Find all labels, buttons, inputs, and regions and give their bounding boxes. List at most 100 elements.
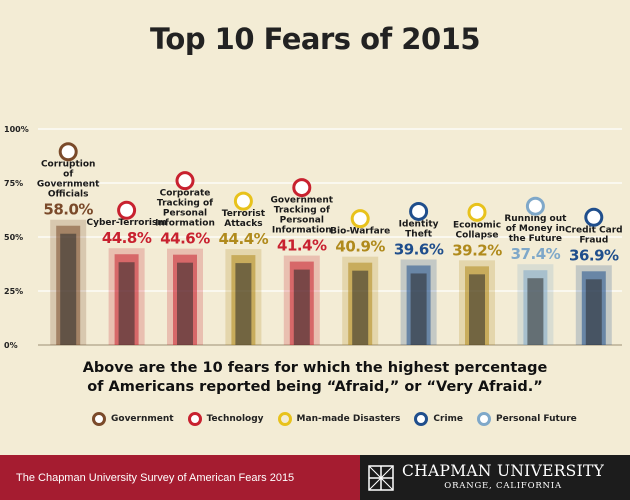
category-icon	[525, 196, 545, 216]
legend-label: Man-made Disasters	[296, 414, 401, 424]
value-label: 44.4%	[219, 230, 269, 248]
category-label: Government Tracking of Personal Information	[271, 196, 334, 236]
bar-figure	[469, 274, 485, 345]
legend-label: Crime	[433, 414, 464, 424]
category-icon	[584, 207, 604, 227]
category-label-line: of	[63, 170, 73, 180]
category-label-line: the Future	[509, 234, 562, 244]
category-label-line: Tracking of	[157, 199, 213, 209]
category-legend: Government Technology Man-made Disasters…	[92, 408, 577, 430]
category-icon	[467, 202, 487, 222]
category-label-line: Cyber-Terrorism	[86, 218, 166, 228]
category-label-line: Officials	[48, 190, 89, 200]
category-label-line: Identity	[399, 219, 439, 229]
bar-group: 44.4%Terrorist Attacks	[219, 191, 269, 345]
y-tick-label: 75%	[4, 179, 23, 188]
category-label-line: Corruption	[41, 160, 96, 170]
value-label: 39.6%	[394, 240, 444, 258]
category-label-line: Personal	[280, 216, 324, 226]
university-branding: CHAPMAN UNIVERSITY ORANGE, CALIFORNIA	[360, 455, 630, 500]
bar-group: 39.6% Identity Theft	[394, 201, 444, 345]
university-name: CHAPMAN UNIVERSITY	[402, 462, 605, 480]
bar-figure	[352, 270, 369, 345]
value-label: 58.0%	[43, 201, 93, 219]
category-label: Credit Card Fraud	[565, 225, 623, 245]
legend-item-government: Government	[92, 412, 174, 426]
legend-item-technology: Technology	[187, 412, 264, 426]
category-label-line: Information	[272, 226, 332, 236]
legend-item-crime: Crime	[414, 412, 463, 426]
bar-group: 40.9%Bio-Warfare	[330, 209, 390, 345]
survey-credit: The Chapman University Survey of America…	[0, 455, 360, 500]
bar-figure	[235, 263, 252, 345]
value-label: 36.9%	[569, 246, 619, 264]
bar-figure	[410, 273, 427, 345]
bar-group: 41.4%Government Tracking of Personal Inform…	[271, 178, 334, 345]
category-label: Corruption of Government Officials	[37, 160, 100, 200]
category-label-line: Government	[271, 196, 334, 206]
category-label-line: Personal	[163, 209, 207, 219]
bar-group: 44.6%Corporate Tracking of Personal Informa…	[155, 171, 215, 345]
technology-icon	[187, 412, 202, 426]
caption-line-2: of Americans reported being “Afraid,” or…	[87, 379, 543, 395]
chapman-logo-icon	[368, 464, 394, 491]
footer-banner: The Chapman University Survey of America…	[0, 455, 630, 500]
value-label: 44.6%	[160, 230, 210, 248]
category-icon	[409, 201, 429, 221]
category-label: Corporate Tracking of Personal Information	[155, 189, 215, 229]
y-tick-label: 100%	[4, 125, 29, 134]
government-icon	[92, 412, 106, 426]
bar-figure	[585, 279, 602, 345]
value-label: 44.8%	[102, 229, 152, 247]
bar-group: 39.2%Economic Collapse	[452, 202, 503, 345]
category-icon	[350, 209, 370, 229]
legend-item-manmade-disasters: Man-made Disasters	[277, 412, 401, 426]
bar-figure	[527, 278, 544, 345]
category-label-line: Collapse	[456, 230, 499, 240]
category-label-line: Information	[155, 219, 215, 229]
y-tick-label: 0%	[4, 341, 18, 350]
legend-item-personal-future: Personal Future	[477, 412, 577, 426]
bar-group: 37.4%Running out of Money in the Future	[504, 196, 567, 345]
category-label-line: Attacks	[224, 219, 262, 229]
caption-line-1: Above are the 10 fears for which the hig…	[82, 360, 548, 376]
bar-group: 44.8%Cyber-Terrorism	[86, 200, 167, 345]
bar-figure	[118, 262, 135, 345]
category-label: Cyber-Terrorism	[86, 218, 166, 228]
chart-title: Top 10 Fears of 2015	[149, 22, 481, 56]
category-label: Economic Collapse	[453, 220, 501, 240]
crime-icon	[414, 412, 429, 426]
category-label-line: Government	[37, 180, 100, 190]
category-label: Terrorist Attacks	[222, 209, 266, 229]
personal-future-icon	[477, 412, 492, 426]
category-icon	[58, 142, 78, 162]
category-label-line: Tracking of	[274, 206, 330, 216]
category-label-line: of Money in	[506, 224, 565, 234]
legend-label: Personal Future	[496, 414, 577, 424]
category-label-line: Bio-Warfare	[330, 227, 390, 237]
value-label: 39.2%	[452, 241, 502, 259]
category-label-line: Theft	[405, 229, 433, 239]
category-label-line: Economic	[453, 220, 501, 230]
chart-caption: Above are the 10 fears for which the hig…	[60, 359, 570, 397]
category-label-line: Running out	[504, 214, 567, 224]
bar-figure	[293, 269, 310, 345]
value-label: 40.9%	[335, 238, 385, 256]
category-icon	[292, 178, 312, 198]
category-icon	[117, 200, 137, 220]
bar-group: 58.0%Corruption of Government Officials	[37, 142, 100, 345]
category-label-line: Terrorist	[222, 209, 266, 219]
university-location: ORANGE, CALIFORNIA	[444, 481, 562, 491]
y-tick-label: 25%	[4, 287, 23, 296]
legend-label: Technology	[206, 414, 264, 424]
bar-figure	[60, 233, 77, 345]
fears-bar-chart: 0%25%50%75%100%58.0%Corruption of Governme…	[4, 125, 623, 350]
category-label: Running out of Money in the Future	[504, 214, 567, 244]
value-label: 37.4%	[511, 245, 561, 263]
bar-group: 36.9%Credit Card Fraud	[565, 207, 623, 345]
category-label: Bio-Warfare	[330, 227, 390, 237]
category-icon	[233, 191, 253, 211]
category-label-line: Fraud	[579, 235, 608, 245]
y-tick-label: 50%	[4, 233, 23, 242]
legend-label: Government	[111, 414, 174, 424]
